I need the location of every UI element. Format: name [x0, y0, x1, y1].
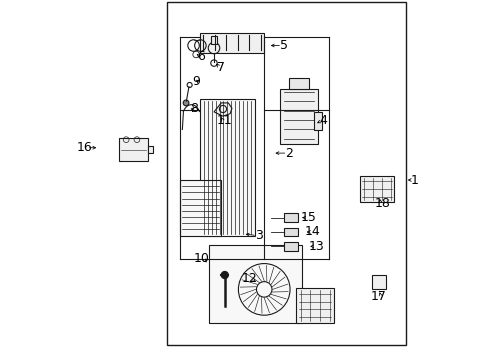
- Circle shape: [221, 271, 228, 279]
- Bar: [167, 3, 405, 345]
- Bar: [284, 213, 298, 222]
- Bar: [199, 99, 255, 235]
- Bar: [210, 36, 217, 44]
- Text: 14: 14: [304, 225, 320, 238]
- Text: 3: 3: [254, 229, 262, 242]
- Bar: [147, 146, 153, 153]
- Text: 8: 8: [190, 102, 198, 115]
- Text: 17: 17: [370, 290, 386, 303]
- Text: 2: 2: [285, 147, 293, 159]
- Text: 11: 11: [217, 114, 232, 127]
- Bar: [284, 228, 298, 236]
- Text: 5: 5: [279, 39, 287, 52]
- Polygon shape: [214, 103, 231, 116]
- Text: 7: 7: [217, 60, 225, 73]
- Bar: [180, 180, 221, 235]
- Bar: [296, 288, 333, 323]
- Text: 15: 15: [301, 211, 316, 224]
- Text: 12: 12: [242, 272, 257, 285]
- Bar: [371, 275, 386, 289]
- Text: 6: 6: [197, 50, 205, 63]
- Bar: [284, 242, 298, 251]
- Text: 10: 10: [193, 252, 209, 265]
- Bar: [199, 33, 264, 53]
- Text: 9: 9: [192, 75, 200, 88]
- Bar: [289, 78, 308, 89]
- Text: 4: 4: [319, 114, 326, 127]
- Text: 1: 1: [410, 174, 418, 186]
- Bar: [360, 176, 393, 202]
- Bar: [208, 244, 301, 323]
- Text: 18: 18: [374, 197, 390, 210]
- Circle shape: [183, 100, 188, 106]
- Bar: [119, 138, 147, 161]
- Bar: [314, 112, 321, 130]
- Text: 16: 16: [77, 141, 93, 154]
- Bar: [280, 89, 317, 144]
- Text: 13: 13: [308, 240, 324, 253]
